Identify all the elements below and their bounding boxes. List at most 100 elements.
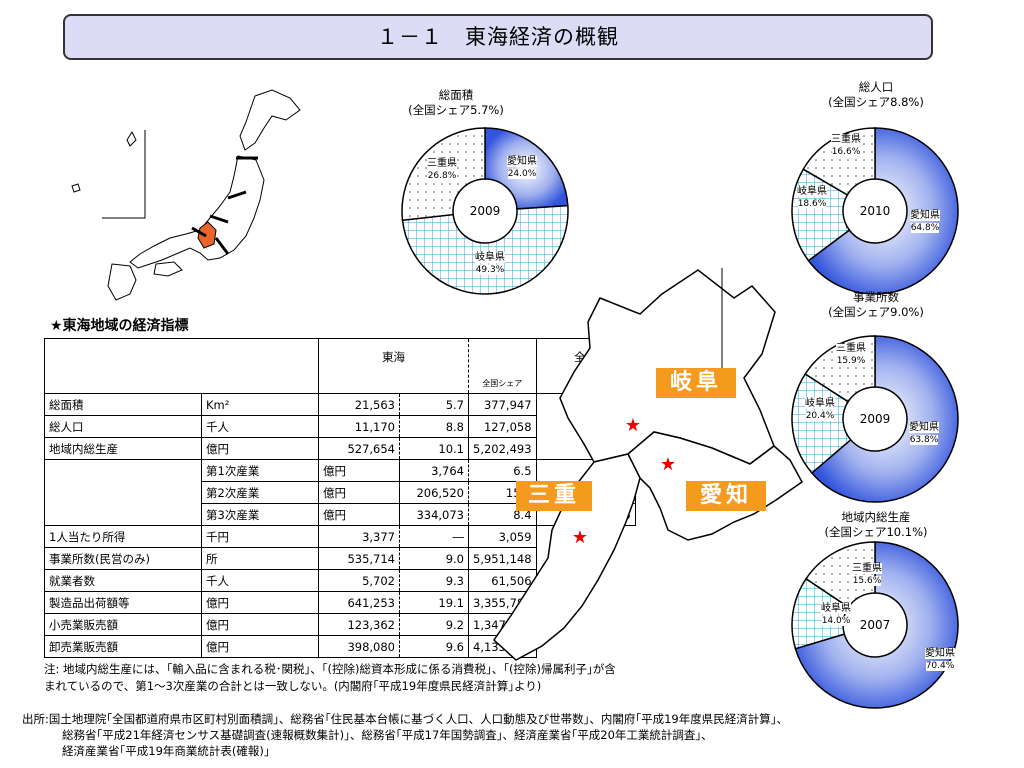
row-share-value: 10.1 [399,437,469,460]
table-row: 事業所数(民営のみ) 所 535,714 9.0 5,951,148 [44,547,636,570]
slice-label-value: 24.0% [507,169,537,179]
donut-title-share: (全国シェア5.7%) [408,103,504,117]
donut-title-share: (全国シェア10.1%) [824,525,928,539]
row-tokai-value: 641,253 [318,591,400,614]
slice-label-name: 愛知県 [507,156,537,167]
donut-title: 総面積 (全国シェア5.7%) [386,88,526,118]
row-label: 総人口 [44,415,202,438]
slice-label-gifu: 岐阜県 18.6% [782,186,842,210]
donut-title-main: 地域内総生産 [841,510,911,524]
slice-label-value: 64.8% [910,223,940,233]
slice-label-name: 岐阜県 [475,252,505,263]
row-share-value: ― [399,525,469,548]
donut-title: 地域内総生産 (全国シェア10.1%) [806,510,946,540]
map-label-mie: 三重 [516,481,592,511]
slice-label-name: 三重県 [427,158,457,169]
table-row: 地域内総生産 億円 527,654 10.1 5,202,493 [44,437,636,460]
slice-label-value: 63.8% [909,435,939,445]
slice-label-name: 岐阜県 [821,603,851,614]
gifu-star-icon: ★ [625,415,641,436]
slice-label-value: 18.6% [797,199,827,209]
row-share-value: 5.7 [399,393,469,416]
donut-title-share: (全国シェア8.8%) [828,95,924,109]
slice-label-name: 三重県 [836,343,866,354]
source-line-1: 出所:国土地理院｢全国都道府県市区町村別面積調｣、総務省｢住民基本台帳に基づく人… [22,712,788,726]
row-unit: 億円 [201,437,319,460]
slice-label-aichi: 愛知県 70.4% [910,648,970,672]
slice-label-mie: 三重県 15.6% [837,563,897,587]
slice-label-gifu: 岐阜県 14.0% [806,603,866,627]
donut-center-year: 2007 [860,618,891,632]
slice-label-mie: 三重県 16.6% [816,134,876,158]
row-unit: 億円 [201,635,319,658]
donut-center-year: 2009 [860,412,891,426]
row-label: 1人当たり所得 [44,525,202,548]
row-label: 第3次産業 [201,503,319,526]
row-tokai-value: 3,764 [399,459,469,482]
donut-center-year: 2009 [470,204,501,218]
slice-label-aichi: 愛知県 64.8% [895,210,955,234]
row-label: 製造品出荷額等 [44,591,202,614]
japan-map-outline [71,89,301,301]
donut-title-share: (全国シェア9.0%) [828,305,924,319]
donut-title: 総人口 (全国シェア8.8%) [806,80,946,110]
row-national-value: 61,506 [468,569,537,592]
row-tokai-value: 3,377 [318,525,400,548]
source-citation: 出所:国土地理院｢全国都道府県市区町村別面積調｣、総務省｢住民基本台帳に基づく人… [22,711,1012,759]
row-tokai-value: 123,362 [318,613,400,636]
col-header-share: 全国シェア [468,338,537,394]
note-line-2: まれているので、第1～3次産業の合計とは一致しない。(内閣府｢平成19年度県民経… [44,679,542,693]
row-tokai-value: 398,080 [318,635,400,658]
map-label-aichi: 愛知 [686,481,766,511]
slice-label-value: 16.6% [831,147,861,157]
tokai-map: ★ ★ ★ [493,268,803,661]
slice-label-name: 愛知県 [910,210,940,221]
row-label: 第2次産業 [201,481,319,504]
slice-label-name: 三重県 [831,134,861,145]
slice-label-name: 岐阜県 [805,398,835,409]
row-label: 総面積 [44,393,202,416]
row-tokai-value: 334,073 [399,503,469,526]
row-label: 事業所数(民営のみ) [44,547,202,570]
row-share-value: 9.3 [399,569,469,592]
table-row: 総人口 千人 11,170 8.8 127,058 [44,415,636,438]
row-label: 小売業販売額 [44,613,202,636]
table-row: 総面積 Km² 21,563 5.7 377,947 [44,393,636,416]
page-title: １－１ 東海経済の概観 [63,14,933,60]
slice-label-mie: 三重県 15.9% [821,343,881,367]
slice-label-gifu: 岐阜県 49.3% [460,252,520,276]
row-unit: 億円 [318,481,400,504]
slice-label-name: 愛知県 [925,648,955,659]
row-unit: 億円 [201,591,319,614]
row-national-value: 127,058 [468,415,537,438]
slice-label-value: 26.8% [427,171,457,181]
row-tokai-value: 5,702 [318,569,400,592]
row-tokai-value: 21,563 [318,393,400,416]
donut-chart: 2009 [401,127,569,295]
row-unit: 千円 [201,525,319,548]
donut-center-year: 2010 [860,204,891,218]
donut-slice-aichi [794,541,959,709]
donut-chart: 2007 [791,541,959,709]
row-label: 就業者数 [44,569,202,592]
slice-label-value: 15.6% [852,576,882,586]
row-tokai-value: 11,170 [318,415,400,438]
slice-label-value: 15.9% [836,356,866,366]
donut-slice-mie [805,541,876,609]
slice-label-name: 三重県 [852,563,882,574]
col-header-tokai: 東海 [318,338,469,394]
row-unit: 所 [201,547,319,570]
section-heading: ★東海地域の経済指標 [50,318,189,334]
slice-label-name: 愛知県 [909,422,939,433]
row-tokai-value: 206,520 [399,481,469,504]
row-tokai-value: 527,654 [318,437,400,460]
row-share-value: 9.2 [399,613,469,636]
aichi-star-icon: ★ [660,454,676,475]
slice-label-gifu: 岐阜県 20.4% [790,398,850,422]
slice-label-mie: 三重県 26.8% [412,158,472,182]
map-label-gifu: 岐阜 [656,368,736,398]
donut-slice-aichi [807,127,959,295]
slice-label-name: 岐阜県 [797,186,827,197]
row-share-value: 19.1 [399,591,469,614]
